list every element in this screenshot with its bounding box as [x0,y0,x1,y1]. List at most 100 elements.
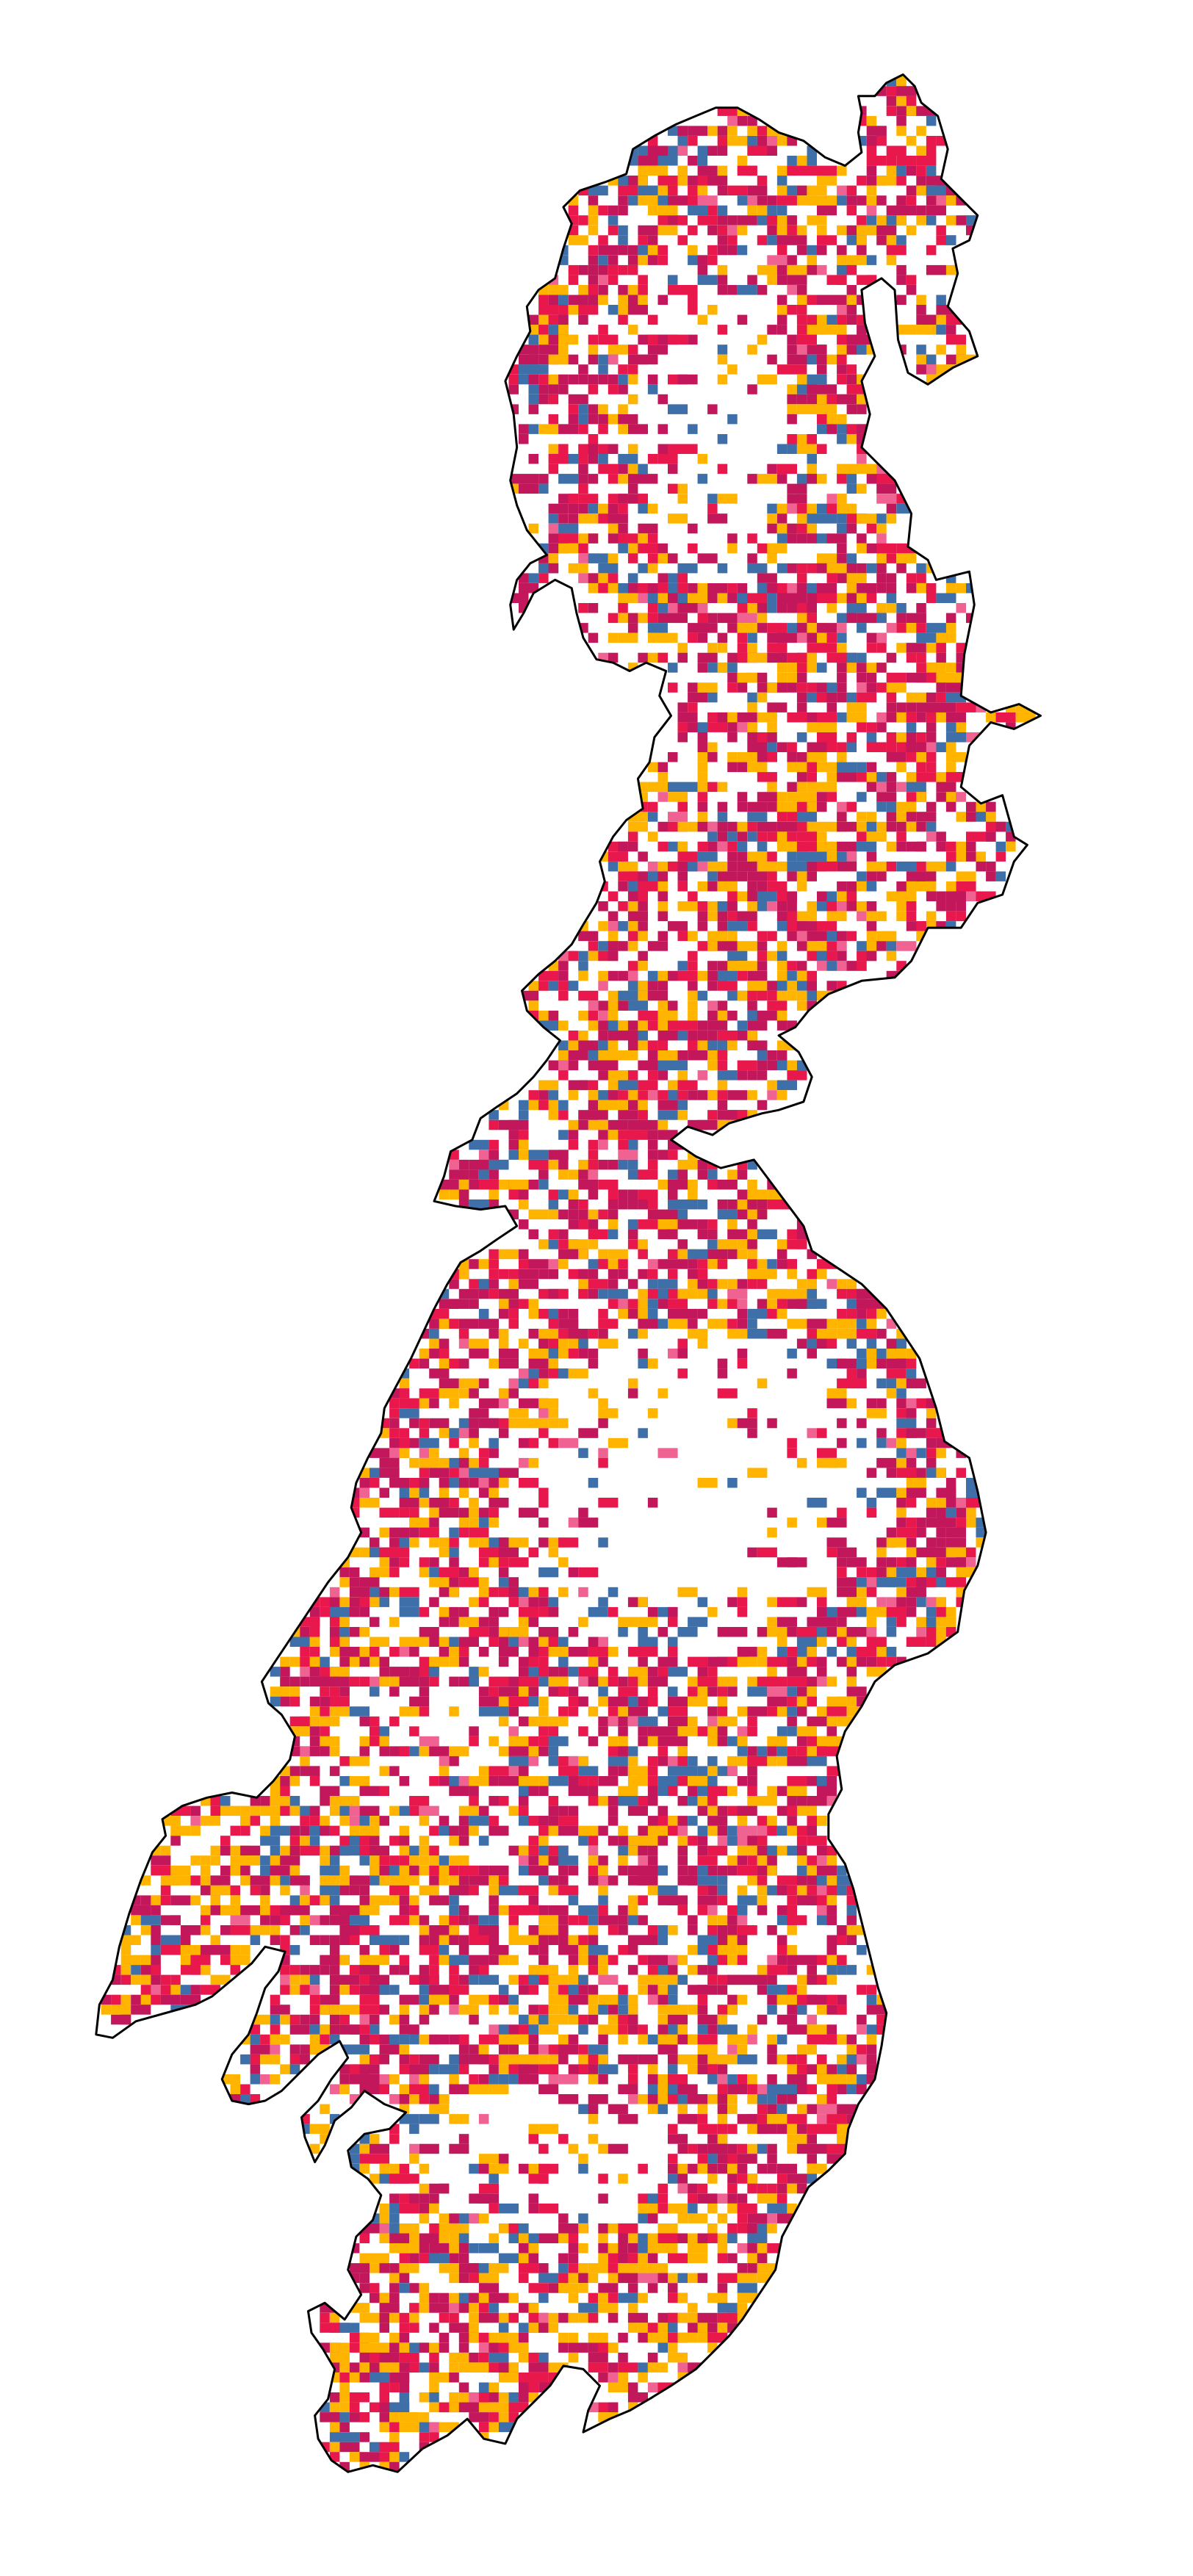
grid-cell [906,1557,917,1567]
grid-cell [538,2014,549,2025]
grid-cell [668,1000,678,1011]
grid-cell [866,225,877,236]
grid-cell [389,1915,410,1925]
grid-cell [677,444,698,454]
grid-cell [627,831,638,842]
grid-cell [677,961,688,971]
grid-cell [627,2024,638,2035]
grid-cell [558,325,569,335]
grid-cell [787,2143,797,2154]
grid-cell [647,1776,658,1786]
grid-cell [627,474,648,484]
grid-cell [568,1130,579,1140]
grid-cell [638,543,658,554]
grid-cell [737,1746,748,1756]
grid-cell [926,1537,937,1548]
grid-cell [458,1606,469,1617]
grid-cell [727,950,748,962]
grid-cell [717,245,728,256]
grid-cell [489,1288,499,1299]
grid-cell [399,1378,410,1389]
grid-cell [916,126,926,136]
grid-cell [936,643,946,653]
grid-cell [697,2124,718,2135]
grid-cell [807,603,817,613]
grid-cell [478,1915,489,1925]
grid-cell [469,1637,479,1647]
grid-cell [498,1338,509,1349]
grid-cell [489,1557,499,1567]
grid-cell [439,1498,450,1508]
grid-cell [688,305,698,315]
grid-cell [568,1805,579,1816]
grid-cell [558,424,579,434]
grid-cell [776,1994,797,2005]
grid-cell [449,1915,459,1925]
grid-cell [717,1925,728,1935]
grid-cell [300,1825,310,1836]
grid-cell [707,1090,718,1100]
grid-cell [588,245,599,256]
grid-cell [568,1567,579,1578]
grid-cell [568,394,588,405]
grid-cell [588,295,599,305]
grid-cell [498,1288,519,1299]
grid-cell [230,1825,240,1836]
grid-cell [250,1875,270,1886]
grid-cell [627,1329,638,1339]
grid-cell [528,1457,538,1468]
grid-cell [697,1945,708,1955]
grid-cell [548,1437,559,1448]
grid-cell [817,2143,827,2154]
grid-cell [846,384,867,394]
grid-cell [846,801,857,812]
grid-cell [727,543,738,554]
grid-cell [846,1398,857,1409]
grid-cell [131,1915,141,1925]
grid-cell [956,1518,966,1528]
grid-cell [429,2064,439,2074]
grid-cell [548,1020,559,1031]
grid-cell [668,921,688,931]
grid-cell [757,1299,768,1309]
grid-cell [826,1875,837,1886]
grid-cell [776,792,787,802]
grid-cell [817,444,827,454]
grid-cell [826,2024,837,2035]
grid-cell [747,2094,757,2104]
grid-cell [568,275,579,285]
grid-cell [837,494,847,504]
grid-cell [677,1349,688,1359]
grid-cell [578,1726,588,1736]
grid-cell [796,881,807,892]
grid-cell [598,2143,608,2154]
grid-cell [608,573,619,583]
grid-cell [289,1637,310,1647]
grid-cell [578,2064,588,2074]
grid-cell [896,1567,917,1578]
grid-cell [677,1825,688,1836]
grid-cell [796,1656,807,1667]
grid-cell [508,384,519,394]
grid-cell [647,374,658,385]
grid-cell [727,2044,738,2054]
grid-cell [370,1836,380,1846]
grid-cell [657,255,668,265]
grid-cell [717,1716,738,1727]
grid-cell [548,1726,559,1736]
grid-cell [548,1358,559,1369]
grid-cell [618,384,628,394]
grid-cell [200,1915,211,1925]
grid-cell [936,663,946,673]
grid-cell [787,583,797,594]
grid-cell [886,1647,897,1657]
grid-cell [508,1706,519,1717]
grid-cell [747,1219,757,1230]
grid-cell [688,1786,698,1796]
grid-cell [558,533,579,544]
grid-cell [359,1965,370,1975]
grid-cell [568,1766,579,1776]
grid-cell [309,2014,320,2025]
grid-cell [329,1825,340,1836]
grid-cell [886,1617,897,1627]
